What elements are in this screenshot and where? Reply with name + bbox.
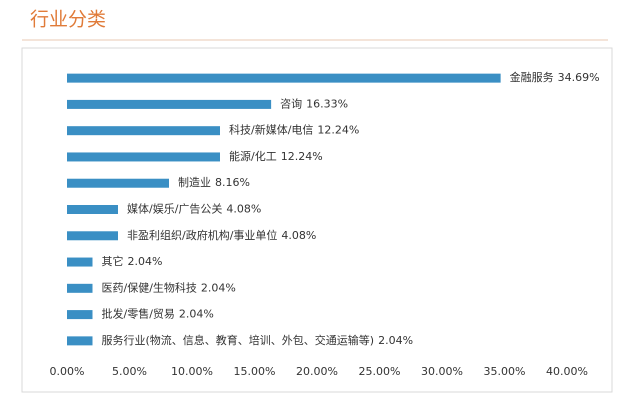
bar-label: 咨询 16.33% <box>280 96 348 110</box>
bar-label: 科技/新媒体/电信 12.24% <box>229 123 359 137</box>
x-tick-label: 15.00% <box>234 365 276 378</box>
bar <box>67 283 93 293</box>
x-tick-label: 10.00% <box>171 365 213 378</box>
bar-label: 医药/保健/生物科技 2.04% <box>102 280 236 294</box>
x-tick-label: 30.00% <box>421 365 463 378</box>
value-label: 16.33% <box>306 97 348 110</box>
x-tick-label: 35.00% <box>484 365 526 378</box>
bar-label: 其它 2.04% <box>102 254 163 268</box>
bar-label: 金融服务 34.69% <box>510 70 600 84</box>
bar <box>67 99 272 109</box>
bar <box>67 152 220 162</box>
bar-label: 批发/零售/贸易 2.04% <box>102 307 214 321</box>
value-label: 4.08% <box>281 229 316 242</box>
bar-label: 服务行业(物流、信息、教育、培训、外包、交通运输等) 2.04% <box>102 333 414 347</box>
bar-label: 能源/化工 12.24% <box>229 149 323 163</box>
category-label: 非盈利组织/政府机构/事业单位 <box>127 228 277 242</box>
bar-label: 制造业 8.16% <box>178 175 250 189</box>
x-tick-label: 25.00% <box>359 365 401 378</box>
category-label: 媒体/娱乐/广告公关 <box>127 202 222 216</box>
category-label: 制造业 <box>178 175 211 189</box>
value-label: 8.16% <box>215 176 250 189</box>
value-label: 2.04% <box>201 281 236 294</box>
value-label: 4.08% <box>226 203 261 216</box>
bar <box>67 336 93 346</box>
x-tick-label: 0.00% <box>50 365 85 378</box>
bar <box>67 205 118 214</box>
chart-title: 行业分类 <box>30 9 106 31</box>
value-label: 2.04% <box>128 255 163 268</box>
value-label: 34.69% <box>558 71 600 84</box>
category-label: 咨询 <box>280 96 302 110</box>
x-tick-label: 40.00% <box>546 365 588 378</box>
bar-label: 非盈利组织/政府机构/事业单位 4.08% <box>127 228 316 242</box>
category-label: 金融服务 <box>510 70 554 84</box>
bar <box>67 257 93 267</box>
bar <box>67 310 93 320</box>
bar <box>67 178 169 188</box>
category-label: 能源/化工 <box>229 149 277 163</box>
category-label: 服务行业(物流、信息、教育、培训、外包、交通运输等) <box>102 333 375 347</box>
x-tick-label: 5.00% <box>112 365 147 378</box>
x-tick-label: 20.00% <box>296 365 338 378</box>
value-label: 12.24% <box>317 124 359 137</box>
category-label: 科技/新媒体/电信 <box>229 123 313 137</box>
category-label: 批发/零售/贸易 <box>102 307 175 321</box>
bar <box>67 126 220 136</box>
bar <box>67 73 501 83</box>
category-label: 医药/保健/生物科技 <box>102 280 197 294</box>
value-label: 12.24% <box>281 150 323 163</box>
value-label: 2.04% <box>179 308 214 321</box>
bar-label: 媒体/娱乐/广告公关 4.08% <box>127 202 261 216</box>
chart-frame <box>21 47 613 393</box>
category-label: 其它 <box>102 254 124 268</box>
bar <box>67 231 118 241</box>
value-label: 2.04% <box>378 334 413 347</box>
